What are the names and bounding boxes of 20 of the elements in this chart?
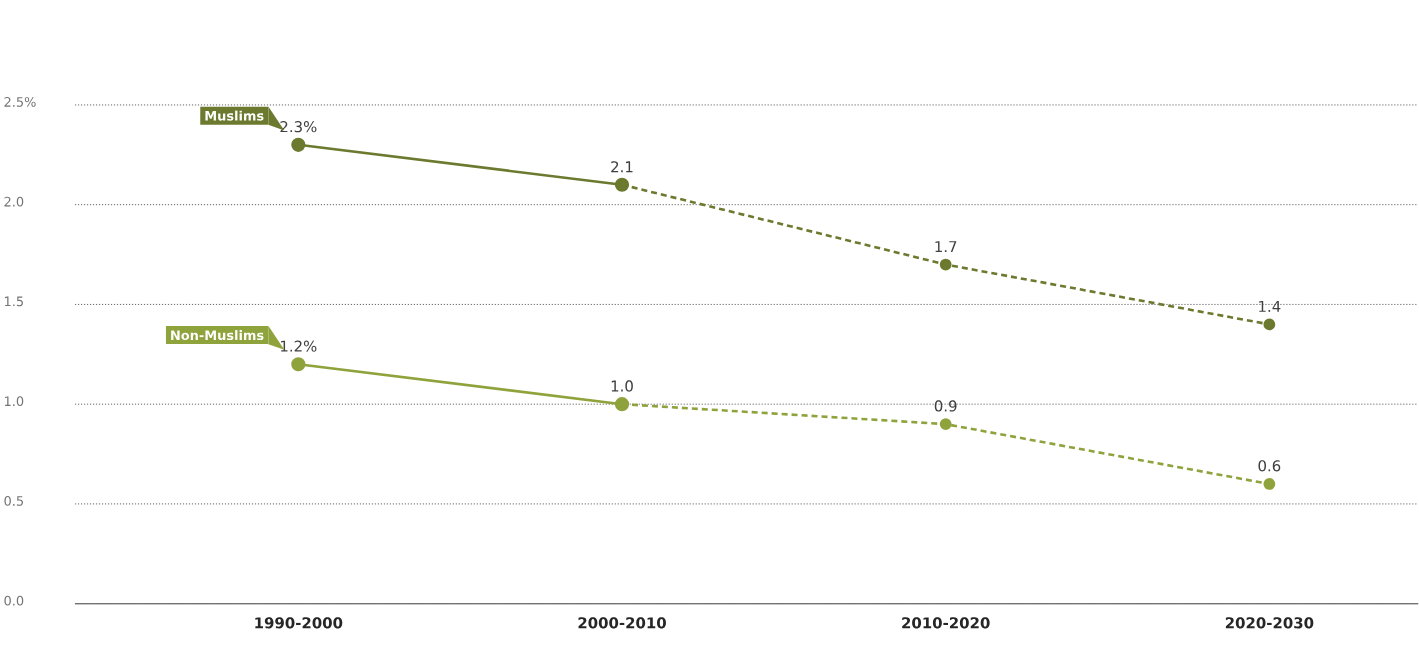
data-label: 2.1: [611, 161, 633, 173]
data-label: 1.0: [611, 380, 633, 392]
y-tick-label: 0.0: [4, 595, 24, 606]
data-label: 1.7: [935, 241, 957, 253]
data-label: 0.6: [1258, 460, 1281, 472]
x-tick-label: 2000-2010: [578, 617, 666, 629]
data-label: 2.3%: [280, 121, 317, 133]
legend-label: Non-Muslims: [171, 330, 264, 341]
data-label: 0.9: [934, 400, 957, 412]
legend-label: Muslims: [205, 110, 264, 121]
data-label: 1.4: [1259, 301, 1281, 313]
y-tick-label: 1.0: [4, 396, 24, 407]
y-tick-label: 0.5: [4, 496, 23, 506]
x-tick-label: 2010-2020: [902, 617, 990, 629]
x-tick-label: 1990-2000: [255, 617, 343, 629]
y-tick-label: 2.0: [4, 196, 24, 207]
data-label: 1.2%: [280, 340, 317, 352]
y-tick-label: 2.5%: [4, 97, 36, 108]
x-tick-label: 2020-2030: [1225, 617, 1314, 629]
y-tick-label: 1.5: [4, 296, 23, 307]
